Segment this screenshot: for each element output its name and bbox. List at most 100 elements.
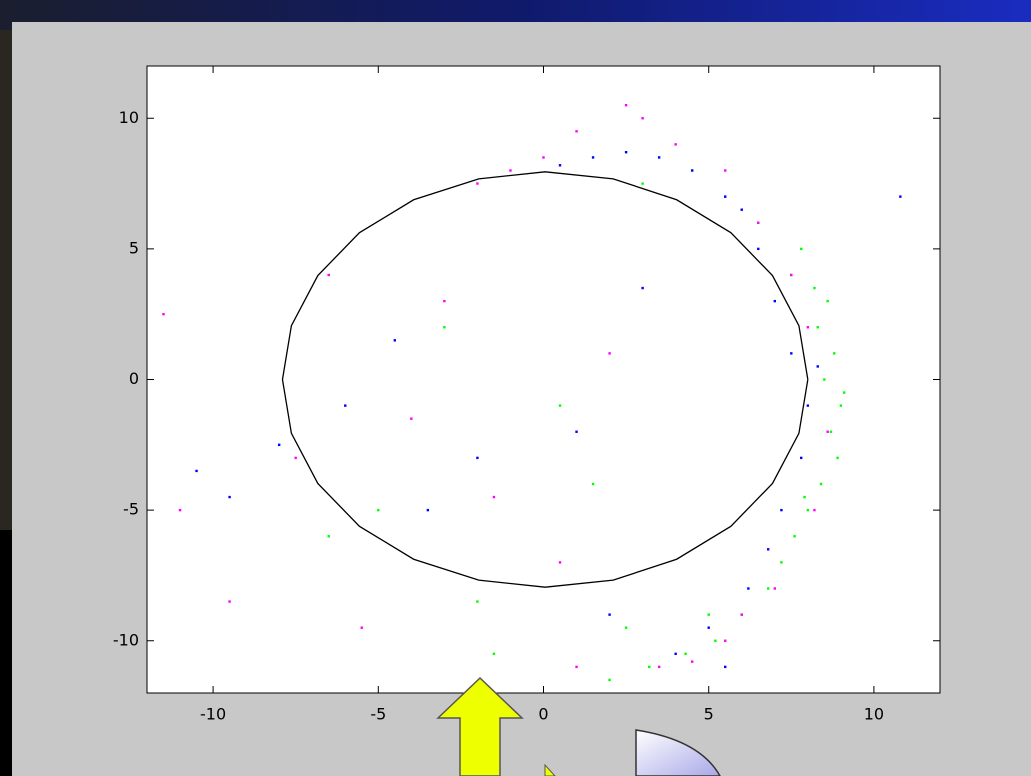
scatter-point	[836, 456, 839, 460]
scatter-point	[800, 247, 803, 251]
scatter-point	[790, 352, 793, 355]
scatter-point	[674, 652, 677, 656]
scatter-point	[899, 195, 902, 198]
scatter-point	[575, 665, 578, 669]
scatter-point	[757, 221, 760, 224]
y-tick-label: -10	[113, 630, 139, 649]
arrow-up	[436, 676, 524, 776]
scatter-point	[624, 626, 628, 629]
scatter-point	[793, 535, 796, 538]
scatter-point	[842, 391, 846, 394]
scatter-point	[819, 482, 823, 486]
x-tick-label: 5	[704, 705, 714, 724]
scatter-point	[443, 299, 446, 303]
scatter-point	[575, 130, 578, 133]
scatter-point	[178, 508, 182, 512]
scatter-point	[327, 535, 330, 538]
scatter-point	[542, 156, 545, 159]
scatter-point	[747, 587, 750, 590]
scatter-point	[360, 626, 363, 629]
scatter-point	[608, 613, 611, 616]
scatter-point	[476, 600, 479, 603]
scatter-point	[766, 587, 770, 590]
scatter-point	[826, 430, 829, 433]
scatter-point	[648, 665, 651, 669]
scatter-point	[575, 430, 578, 433]
scatter-point	[823, 378, 826, 381]
y-tick-label: -5	[123, 500, 139, 519]
scatter-point	[277, 443, 281, 447]
scatter-point	[294, 456, 297, 460]
scatter-point	[806, 508, 810, 512]
scatter-point	[839, 404, 843, 407]
scatter-point	[591, 156, 595, 159]
scatter-point	[816, 326, 819, 329]
scatter-point	[327, 273, 330, 277]
scatter-point	[800, 456, 803, 460]
scatter-point	[558, 561, 562, 564]
scatter-point	[773, 587, 776, 590]
scatter-point	[806, 326, 810, 329]
scatter-point	[790, 273, 793, 277]
scatter-point	[813, 286, 816, 290]
y-tick-label: 10	[119, 108, 139, 127]
y-tick-label: 0	[129, 369, 139, 388]
arrow-fragment	[544, 763, 556, 776]
scatter-point	[492, 495, 496, 499]
scatter-point	[509, 169, 512, 172]
scatter-point	[707, 613, 710, 616]
scatter-point	[443, 326, 446, 329]
scatter-point	[806, 404, 810, 407]
scatter-point	[833, 352, 836, 355]
scatter-point	[377, 508, 380, 512]
scatter-point	[657, 156, 661, 159]
scatter-point	[558, 164, 562, 167]
scatter-point	[641, 182, 644, 185]
scatter-point	[624, 103, 628, 107]
plot-area	[147, 66, 940, 693]
y-tick-label: 5	[129, 238, 139, 257]
scatter-point	[228, 495, 231, 499]
scatter-point	[591, 482, 595, 486]
scatter-point	[657, 665, 661, 669]
scatter-point	[608, 352, 611, 355]
x-tick-label: 0	[538, 705, 548, 724]
scatter-point	[766, 548, 770, 551]
background-edge	[0, 530, 12, 776]
x-tick-label: -5	[370, 705, 386, 724]
scatter-point	[724, 169, 727, 172]
scatter-point	[228, 600, 231, 603]
scatter-point	[344, 404, 347, 407]
scatter-point	[773, 299, 776, 303]
scatter-point	[624, 151, 628, 154]
scatter-point	[674, 143, 677, 146]
scatter-point	[757, 247, 760, 251]
scatter-point	[393, 339, 397, 342]
scatter-point	[684, 652, 687, 656]
scatter-point	[608, 678, 611, 682]
scatter-point	[826, 299, 829, 303]
scatter-point	[829, 430, 833, 433]
scatter-point	[740, 613, 743, 616]
scatter-point	[641, 117, 644, 120]
plot-layer	[162, 103, 902, 682]
scatter-point	[780, 561, 783, 564]
scatter-point	[690, 660, 694, 663]
scatter-point	[690, 169, 694, 172]
x-tick-label: -10	[200, 705, 226, 724]
scatter-point	[707, 626, 710, 629]
scatter-point	[476, 456, 479, 460]
scatter-point	[641, 286, 644, 290]
scatter-point	[714, 639, 717, 642]
scatter-point	[426, 508, 430, 512]
scatter-point	[558, 404, 562, 407]
scatter-point	[816, 365, 819, 368]
scatter-point	[724, 639, 727, 642]
x-tick-label: 10	[864, 705, 884, 724]
scatter-point	[724, 195, 727, 198]
scatter-point	[740, 208, 743, 211]
curved-arrow	[635, 729, 721, 776]
scatter-point	[813, 508, 816, 512]
scatter-point	[803, 495, 806, 499]
